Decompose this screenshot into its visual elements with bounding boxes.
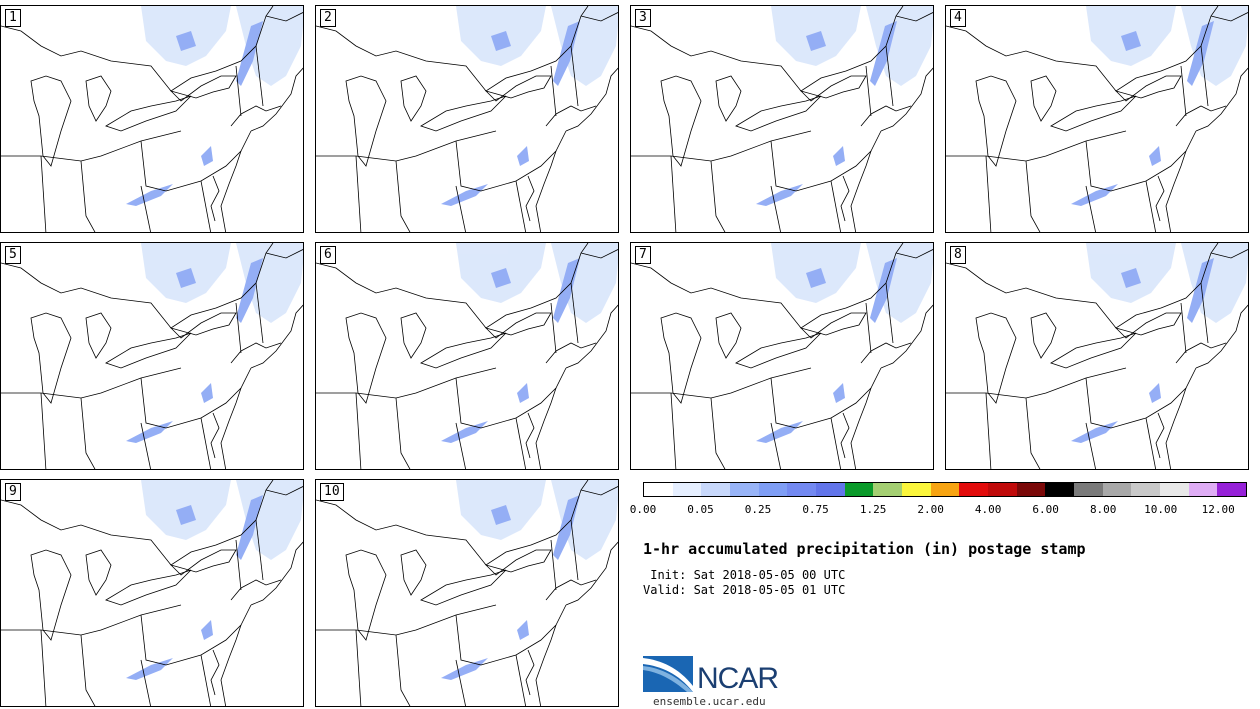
colorbar-swatch bbox=[959, 483, 989, 496]
colorbar-swatch bbox=[787, 483, 817, 496]
postage-stamp-panel: 10 bbox=[315, 479, 619, 707]
member-number-label: 1 bbox=[5, 9, 21, 27]
postage-stamp-panel: 9 bbox=[0, 479, 304, 707]
member-number-label: 4 bbox=[950, 9, 966, 27]
precip-map bbox=[316, 243, 618, 469]
colorbar-swatch bbox=[1102, 483, 1132, 496]
colorbar-tick-label: 0.25 bbox=[744, 503, 772, 516]
member-number-label: 2 bbox=[320, 9, 336, 27]
colorbar-tick-label: 1.25 bbox=[859, 503, 887, 516]
site-url: ensemble.ucar.edu bbox=[653, 695, 766, 708]
colorbar-tick-label: 8.00 bbox=[1089, 503, 1117, 516]
colorbar-tick-label: 0.05 bbox=[687, 503, 714, 516]
colorbar-tick-label: 0.75 bbox=[802, 503, 829, 516]
precip-map bbox=[316, 6, 618, 232]
colorbar-swatch bbox=[1188, 483, 1218, 496]
ncar-logo bbox=[643, 656, 693, 692]
postage-stamp-panel: 1 bbox=[0, 5, 304, 233]
postage-stamp-panel: 4 bbox=[945, 5, 1249, 233]
colorbar-swatch bbox=[1160, 483, 1189, 496]
colorbar-swatch bbox=[1074, 483, 1103, 496]
postage-stamp-panel: 3 bbox=[630, 5, 934, 233]
colorbar-swatch bbox=[758, 483, 788, 496]
precip-map bbox=[946, 243, 1248, 469]
postage-stamp-panel: 6 bbox=[315, 242, 619, 470]
colorbar-tick-label: 10.00 bbox=[1144, 503, 1178, 516]
colorbar-swatch bbox=[1045, 483, 1075, 496]
member-number-label: 9 bbox=[5, 483, 21, 501]
colorbar-swatch bbox=[988, 483, 1017, 496]
precip-map bbox=[631, 243, 933, 469]
postage-stamp-panel: 2 bbox=[315, 5, 619, 233]
colorbar-swatch bbox=[1131, 483, 1161, 496]
ncar-logo-text: NCAR bbox=[697, 662, 779, 695]
precip-map bbox=[1, 6, 303, 232]
postage-stamp-panel: 8 bbox=[945, 242, 1249, 470]
colorbar-swatch bbox=[644, 483, 673, 496]
colorbar-swatch bbox=[930, 483, 960, 496]
colorbar-tick-label: 4.00 bbox=[974, 503, 1002, 516]
colorbar-swatch bbox=[672, 483, 702, 496]
member-number-label: 6 bbox=[320, 246, 336, 264]
init-time: Init: Sat 2018-05-05 00 UTC bbox=[643, 568, 846, 582]
precip-map bbox=[946, 6, 1248, 232]
member-number-label: 5 bbox=[5, 246, 21, 264]
precip-map bbox=[1, 480, 303, 706]
colorbar-tick-label: 12.00 bbox=[1201, 503, 1235, 516]
member-number-label: 3 bbox=[635, 9, 651, 27]
colorbar-tick-label: 6.00 bbox=[1032, 503, 1059, 516]
colorbar-swatch bbox=[730, 483, 759, 496]
colorbar-swatch bbox=[1217, 483, 1247, 496]
precip-map bbox=[316, 480, 618, 706]
postage-stamp-panel: 7 bbox=[630, 242, 934, 470]
colorbar-swatch bbox=[816, 483, 845, 496]
member-number-label: 8 bbox=[950, 246, 966, 264]
colorbar-tick-label: 0.00 bbox=[629, 503, 657, 516]
plot-title: 1-hr accumulated precipitation (in) post… bbox=[643, 540, 1086, 558]
colorbar-swatch bbox=[844, 483, 874, 496]
postage-stamp-panel: 5 bbox=[0, 242, 304, 470]
member-number-label: 10 bbox=[320, 483, 344, 501]
valid-time: Valid: Sat 2018-05-05 01 UTC bbox=[643, 583, 846, 597]
colorbar-tick-label: 2.00 bbox=[917, 503, 944, 516]
member-number-label: 7 bbox=[635, 246, 651, 264]
precip-map bbox=[1, 243, 303, 469]
colorbar-swatch bbox=[902, 483, 931, 496]
colorbar-swatch bbox=[701, 483, 731, 496]
colorbar-swatch bbox=[1016, 483, 1046, 496]
precip-map bbox=[631, 6, 933, 232]
colorbar bbox=[643, 482, 1247, 497]
colorbar-swatch bbox=[873, 483, 903, 496]
